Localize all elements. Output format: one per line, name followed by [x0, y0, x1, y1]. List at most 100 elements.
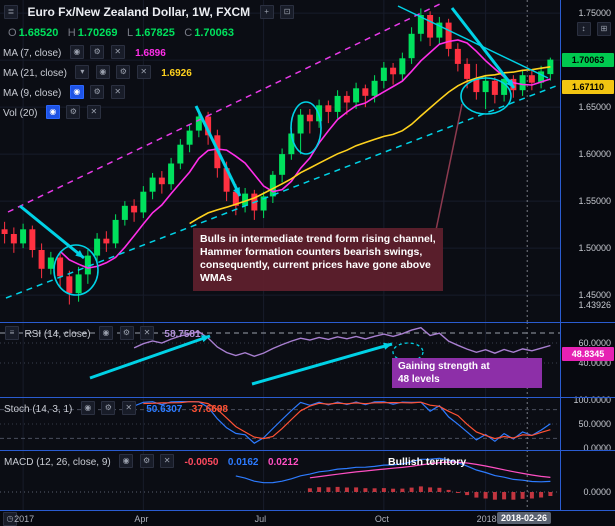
gear-icon[interactable]: ⚙: [119, 325, 134, 340]
close-value: 1.70063: [194, 27, 235, 39]
low-label: L: [126, 27, 134, 39]
caret-down-icon[interactable]: ▾: [75, 64, 90, 79]
rsi-value: 58.7581: [164, 329, 201, 340]
chart-legend: ≣ Euro Fx/New Zealand Dollar, 1W, FXCM +…: [3, 3, 295, 123]
eye-icon[interactable]: ◉: [45, 104, 60, 119]
macd-canvas[interactable]: [0, 450, 560, 510]
eye-icon[interactable]: ◉: [69, 84, 84, 99]
close-icon[interactable]: ✕: [110, 84, 125, 99]
low-value: 1.67825: [135, 27, 175, 39]
rsi-panel[interactable]: ≡ RSI (14, close) ◉ ⚙ ✕ 58.7581 Gaining …: [0, 322, 560, 397]
gear-icon[interactable]: ⚙: [116, 64, 131, 79]
panel-separator[interactable]: [0, 397, 615, 398]
close-icon[interactable]: ✕: [121, 400, 136, 415]
rsi-note-text: Gaining strength at 48 levels: [398, 361, 490, 385]
close-label: C: [184, 27, 193, 39]
macd-line-value: 0.0162: [227, 457, 259, 468]
close-icon[interactable]: ✕: [86, 104, 101, 119]
price-tick: 1.60000: [578, 149, 611, 160]
ohlc-row: O 1.68520 H 1.70269 L 1.67825 C 1.70063: [3, 23, 295, 41]
volume-label[interactable]: Vol (20): [3, 108, 38, 119]
gear-icon[interactable]: ⚙: [101, 400, 116, 415]
open-label: O: [8, 27, 17, 39]
price-chart-canvas[interactable]: [0, 0, 560, 322]
rsi-canvas[interactable]: [0, 322, 560, 397]
gear-icon[interactable]: ⚙: [90, 44, 105, 59]
panel-separator[interactable]: [0, 322, 615, 323]
high-label: H: [67, 27, 76, 39]
eye-icon[interactable]: ◉: [119, 453, 134, 468]
stoch-canvas[interactable]: [0, 397, 560, 450]
macd-tick: 0.0000: [583, 487, 611, 497]
rsi-label[interactable]: RSI (14, close): [24, 329, 91, 340]
stoch-d-value: 37.6698: [191, 404, 228, 415]
time-axis[interactable]: ◷ 2018-02-26 2017 Apr Jul Oct 2018: [0, 511, 615, 526]
stoch-panel[interactable]: Stoch (14, 3, 1) ◉ ⚙ ✕ 50.6307 37.6698: [0, 397, 560, 450]
price-tick: 1.45000: [578, 290, 611, 301]
close-icon[interactable]: ✕: [136, 64, 151, 79]
indicator-row-ma21: MA (21, close) ▾ ◉ ⚙ ✕ 1.6926: [3, 63, 295, 81]
maximize-icon[interactable]: ⊞: [597, 21, 611, 36]
indicator-row-ma9: MA (9, close) ◉ ⚙ ✕: [3, 83, 295, 101]
ma9-label[interactable]: MA (9, close): [3, 88, 62, 99]
eye-icon[interactable]: ◉: [95, 64, 110, 79]
price-axis[interactable]: ↕ ⊞ 1.75000 1.65000 1.60000 1.55000 1.50000 1…: [561, 0, 615, 510]
time-axis-label: Apr: [134, 514, 149, 524]
stoch-tick: 50.0000: [578, 419, 611, 429]
rsi-value-badge: 48.8345: [562, 347, 614, 362]
stoch-k-value: 50.6307: [146, 404, 183, 415]
price-axis-separator: [560, 0, 561, 510]
callout-note[interactable]: Bulls in intermediate trend form rising …: [193, 228, 443, 291]
time-axis-label: Oct: [374, 514, 389, 524]
rsi-label-row: ≡ RSI (14, close) ◉ ⚙ ✕ 58.7581: [4, 324, 201, 342]
axis-buttons: ↕ ⊞: [576, 20, 612, 38]
close-icon[interactable]: ✕: [139, 325, 154, 340]
eye-icon[interactable]: ◉: [99, 325, 114, 340]
ma7-value: 1.6896: [135, 48, 166, 59]
last-price-badge: 1.70063: [562, 52, 614, 67]
panel-separator[interactable]: [0, 450, 615, 451]
gear-icon[interactable]: ⚙: [66, 104, 81, 119]
crosshair-date-badge: 2018-02-26: [497, 512, 552, 524]
macd-label[interactable]: MACD (12, 26, close, 9): [4, 457, 111, 468]
ma-price-badge: 1.67110: [562, 80, 614, 95]
macd-label-row: MACD (12, 26, close, 9) ◉ ⚙ ✕ -0.0050 0.…: [4, 452, 299, 470]
panel-menu-icon[interactable]: ≡: [5, 325, 19, 340]
stoch-label[interactable]: Stoch (14, 3, 1): [4, 404, 73, 415]
screenshot-icon[interactable]: ⊡: [280, 4, 295, 19]
high-value: 1.70269: [77, 27, 118, 39]
macd-note: Bullish territory: [388, 456, 467, 468]
title-row: ≣ Euro Fx/New Zealand Dollar, 1W, FXCM +…: [3, 3, 295, 21]
rsi-note[interactable]: Gaining strength at 48 levels: [392, 358, 542, 388]
gear-icon[interactable]: ⚙: [139, 453, 154, 468]
rsi-tick: 60.0000: [578, 338, 611, 348]
ma7-label[interactable]: MA (7, close): [3, 48, 62, 59]
price-tick: 1.50000: [578, 243, 611, 254]
open-value: 1.68520: [18, 27, 59, 39]
eye-icon[interactable]: ◉: [69, 44, 84, 59]
time-axis-label: 2017: [14, 514, 35, 524]
price-tick: 1.75000: [578, 8, 611, 19]
symbol-title[interactable]: Euro Fx/New Zealand Dollar, 1W, FXCM: [27, 5, 251, 19]
macd-panel[interactable]: MACD (12, 26, close, 9) ◉ ⚙ ✕ -0.0050 0.…: [0, 450, 560, 510]
indicator-row-ma7: MA (7, close) ◉ ⚙ ✕ 1.6896: [3, 43, 295, 61]
stoch-label-row: Stoch (14, 3, 1) ◉ ⚙ ✕ 50.6307 37.6698: [4, 399, 228, 417]
scale-reset-icon[interactable]: ↕: [576, 21, 591, 36]
chart-menu-icon[interactable]: ≣: [4, 4, 18, 19]
stoch-tick: 0.0000: [583, 443, 611, 453]
time-axis-label: 2018: [476, 514, 497, 524]
indicator-row-volume: Vol (20) ◉ ⚙ ✕: [3, 103, 295, 121]
price-tick: 1.65000: [578, 102, 611, 113]
time-axis-label: Jul: [254, 514, 267, 524]
close-icon[interactable]: ✕: [110, 44, 125, 59]
close-icon[interactable]: ✕: [160, 453, 175, 468]
gear-icon[interactable]: ⚙: [90, 84, 105, 99]
eye-icon[interactable]: ◉: [80, 400, 95, 415]
stoch-tick: 100.0000: [573, 395, 611, 405]
price-tick: 1.43926: [578, 300, 611, 311]
ma21-label[interactable]: MA (21, close): [3, 68, 67, 79]
compare-icon[interactable]: +: [259, 4, 274, 19]
price-tick: 1.55000: [578, 196, 611, 207]
price-panel[interactable]: ≣ Euro Fx/New Zealand Dollar, 1W, FXCM +…: [0, 0, 560, 322]
